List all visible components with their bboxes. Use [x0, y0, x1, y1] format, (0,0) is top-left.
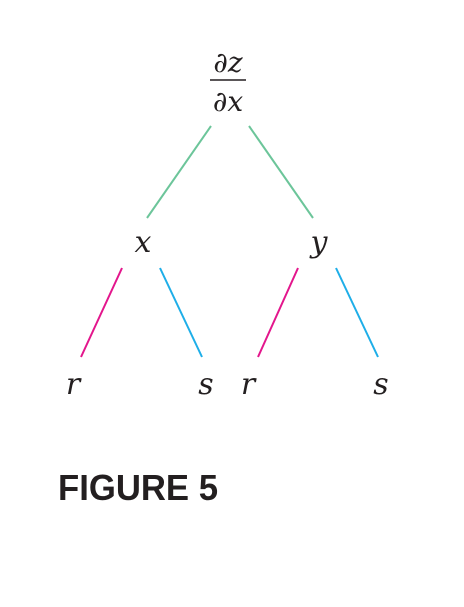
- node-y-s: s: [373, 367, 388, 402]
- edge-x-s: [159, 267, 203, 358]
- figure-caption: FIGURE 5: [58, 467, 218, 508]
- root-denominator: ∂x: [213, 85, 243, 118]
- root-node: ∂z ∂x: [210, 46, 246, 118]
- root-numerator: ∂z: [213, 46, 242, 79]
- edge-root-y: [248, 125, 314, 219]
- node-y-r: r: [241, 367, 257, 402]
- node-y: y: [309, 225, 329, 260]
- node-x-r: r: [66, 367, 82, 402]
- edge-y-s: [335, 267, 379, 358]
- node-x-s: s: [198, 367, 213, 402]
- edge-x-r: [80, 267, 123, 358]
- edge-y-r: [257, 267, 299, 358]
- edge-root-x: [146, 125, 212, 219]
- node-x: x: [135, 225, 152, 260]
